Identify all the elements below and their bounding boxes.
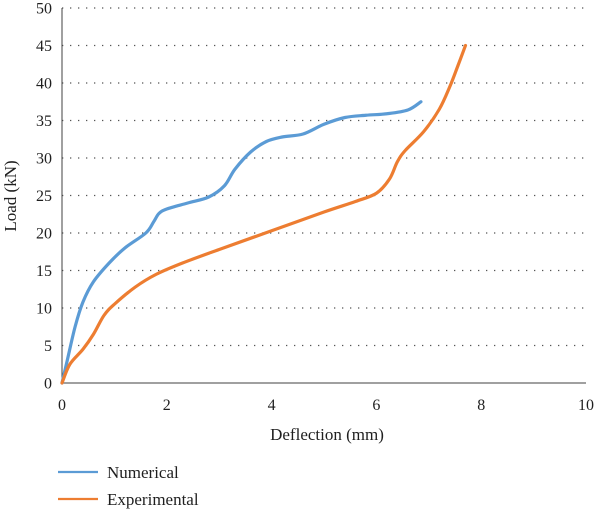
series-line-experimental: [60, 43, 468, 385]
x-tick-label: 6: [372, 397, 380, 414]
x-tick-label: 10: [578, 397, 594, 414]
legend-label-numerical: Numerical: [107, 463, 179, 482]
y-tick-label: 45: [36, 38, 52, 55]
y-tick-label: 30: [36, 151, 52, 168]
y-tick-label: 10: [36, 301, 52, 318]
y-tick-label: 5: [44, 338, 52, 355]
y-tick-label: 40: [36, 76, 52, 93]
legend-label-experimental: Experimental: [107, 490, 199, 509]
y-tick-label: 20: [36, 226, 52, 243]
series-lines: [60, 43, 468, 385]
gridlines: [62, 7, 586, 347]
x-tick-label: 4: [268, 397, 276, 414]
x-tick-label: 2: [163, 397, 171, 414]
y-tick-label: 0: [44, 376, 52, 393]
axes: [61, 8, 586, 384]
y-tick-label: 50: [36, 1, 52, 18]
y-tick-label: 35: [36, 113, 52, 130]
legend: Numerical Experimental: [58, 463, 199, 509]
y-tick-label: 25: [36, 188, 52, 205]
tick-labels: 0 5 10 15 20 25 30 35 40 45 50 0 2 4 6 8 10: [36, 1, 594, 415]
y-axis-label: Load (kN): [1, 160, 20, 231]
x-tick-label: 0: [58, 397, 66, 414]
y-tick-label: 15: [36, 263, 52, 280]
x-tick-label: 8: [477, 397, 485, 414]
series-line-numerical: [60, 100, 423, 385]
x-axis-label: Deflection (mm): [270, 425, 384, 444]
